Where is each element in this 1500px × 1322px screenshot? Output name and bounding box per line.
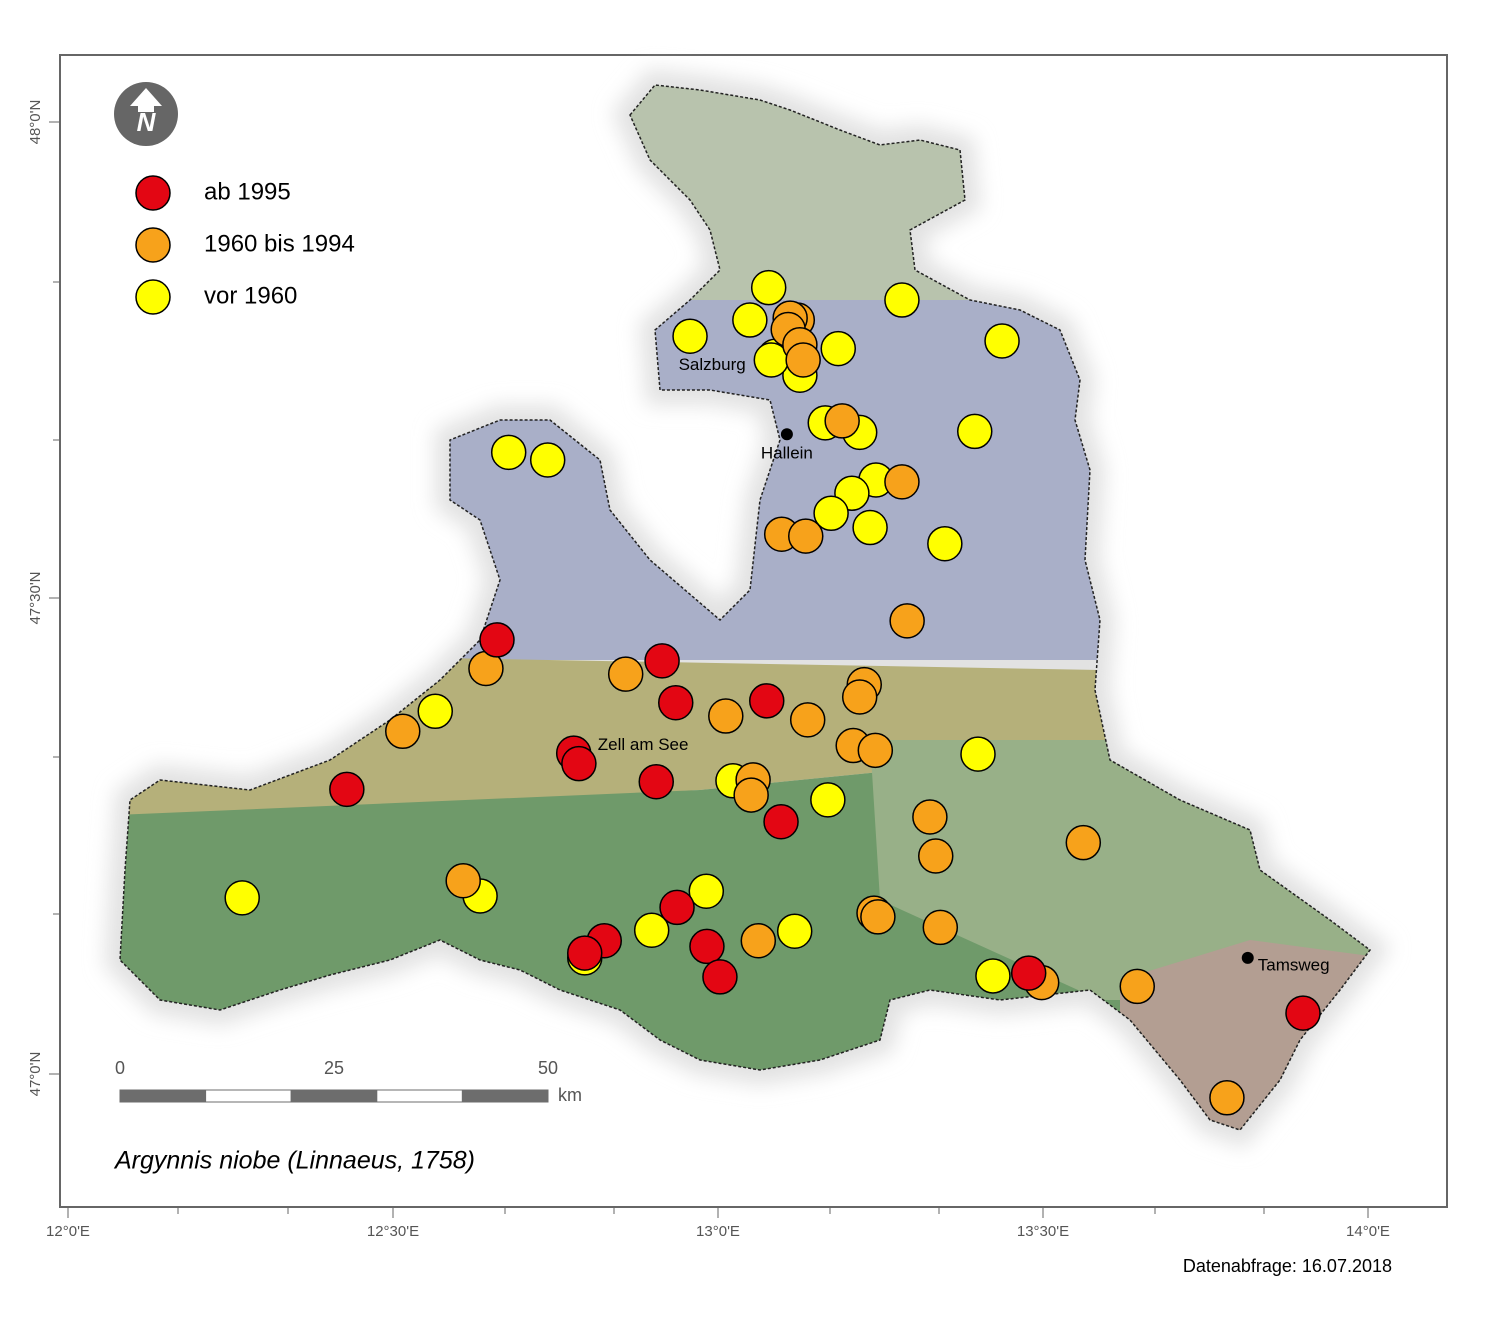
occurrence-point (224, 880, 260, 916)
legend-label: 1960 bis 1994 (204, 230, 355, 257)
place-label: Zell am See (598, 735, 689, 754)
scale-unit: km (558, 1085, 582, 1105)
query-date: Datenabfrage: 16.07.2018 (1183, 1256, 1392, 1276)
svg-text:N: N (137, 107, 157, 137)
occurrence-point (708, 698, 744, 734)
occurrence-point (884, 464, 920, 500)
x-tick-label: 12°0'E (46, 1223, 90, 1240)
occurrence-point (1010, 955, 1047, 991)
species-name: Argynnis niobe (Linnaeus, 1758) (113, 1147, 475, 1175)
occurrence-point (417, 693, 453, 730)
scale-segment (119, 1089, 207, 1103)
x-tick-label: 13°30'E (1017, 1223, 1069, 1240)
occurrence-point (740, 922, 777, 959)
scale-segment (205, 1089, 292, 1103)
place-marker (780, 428, 793, 441)
occurrence-point (638, 763, 674, 800)
occurrence-point (918, 838, 954, 874)
occurrence-point (852, 509, 888, 546)
occurrence-point (672, 318, 708, 354)
occurrence-point (788, 518, 824, 554)
y-tick-label: 47°30'N (27, 571, 44, 624)
legend-swatch (135, 175, 171, 211)
occurrence-point (749, 683, 785, 719)
occurrence-point (810, 782, 846, 818)
occurrence-point (529, 442, 566, 478)
occurrence-point (1065, 824, 1102, 861)
scale-segment (461, 1089, 549, 1103)
place-label: Salzburg (679, 355, 746, 374)
occurrence-point (789, 702, 826, 738)
occurrence-point (750, 269, 787, 306)
scale-segment (290, 1089, 378, 1103)
occurrence-point (889, 603, 925, 639)
occurrence-point (567, 935, 603, 971)
place-label: Tamsweg (1258, 955, 1330, 974)
occurrence-point (658, 684, 694, 721)
x-tick-label: 13°0'E (696, 1223, 740, 1240)
place-marker (1241, 951, 1254, 964)
occurrence-point (912, 799, 948, 835)
occurrence-point (644, 643, 680, 679)
occurrence-point (1285, 995, 1321, 1031)
occurrence-point (884, 282, 920, 318)
legend-label: vor 1960 (204, 282, 297, 309)
occurrence-point (445, 862, 481, 899)
scale-label: 0 (115, 1058, 125, 1078)
occurrence-point (841, 679, 878, 715)
occurrence-point (785, 342, 821, 378)
occurrence-point (607, 656, 644, 692)
occurrence-point (688, 873, 725, 909)
occurrence-point (633, 912, 670, 948)
zone-east (870, 740, 1370, 1000)
scale-label: 50 (538, 1058, 558, 1078)
occurrence-point (824, 403, 860, 439)
occurrence-point (479, 622, 515, 658)
legend-swatch (135, 227, 171, 263)
overlay: 12°0'E 12°30'E 13°0'E 13°30'E 14°0'E 48°0'N 47… (27, 100, 1392, 1276)
occurrence-point (776, 913, 813, 949)
occurrence-point (659, 889, 695, 926)
occurrence-point (733, 777, 769, 813)
occurrence-point (1119, 968, 1155, 1005)
occurrence-point (702, 959, 738, 995)
occurrence-point (922, 909, 959, 946)
scale-segment (376, 1089, 463, 1103)
occurrence-point (561, 745, 597, 782)
y-tick-label: 47°0'N (27, 1052, 44, 1097)
occurrence-point (385, 713, 421, 750)
scale-label: 25 (324, 1058, 344, 1078)
occurrence-point (1209, 1080, 1245, 1116)
y-tick-label: 48°0'N (27, 100, 44, 145)
occurrence-point (820, 330, 856, 367)
occurrence-point (960, 736, 996, 772)
occurrence-point (490, 434, 527, 471)
place-label: Hallein (761, 444, 813, 463)
occurrence-point (860, 899, 896, 935)
occurrence-point (957, 413, 993, 450)
occurrence-point (813, 495, 849, 532)
occurrence-point (689, 928, 725, 965)
occurrence-point (857, 732, 894, 769)
occurrence-point (732, 302, 768, 338)
occurrence-point (927, 525, 963, 562)
legend-swatch (135, 279, 171, 315)
x-tick-label: 12°30'E (367, 1223, 419, 1240)
x-tick-label: 14°0'E (1346, 1223, 1390, 1240)
occurrence-point (975, 958, 1011, 994)
north-arrow: N (114, 82, 178, 146)
land-border (119, 84, 1372, 1131)
occurrence-point (763, 803, 799, 840)
occurrence-point (984, 323, 1020, 359)
legend-label: ab 1995 (204, 178, 291, 205)
occurrence-point (329, 771, 365, 808)
